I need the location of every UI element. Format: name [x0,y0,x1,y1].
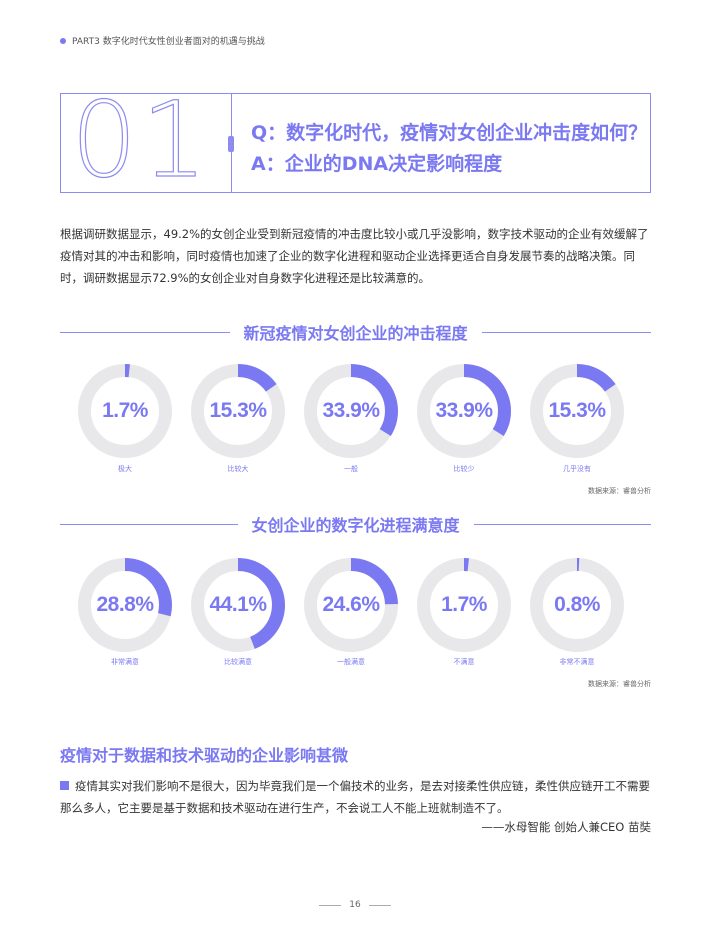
donut-value-label: 1.7% [441,593,487,616]
donut-arc-非常不满意 [530,558,624,652]
page-footer: 16 [0,900,710,910]
donut-value-label: 28.8% [96,593,154,616]
title-rule-right [473,523,652,525]
donut-ring [78,558,172,652]
donut-ring [530,558,624,652]
chart-1-title: 新冠疫情对女创企业的冲击程度 [243,324,468,343]
donut-value-label: 24.6% [322,593,380,616]
donut-ring [191,364,285,458]
header-bullet-icon [60,37,66,44]
donut-category-label: 极大 [118,465,132,473]
donut-arc-非常满意 [78,558,172,652]
donut-arc-极大 [78,364,172,458]
chart-1-donuts: 1.7% 15.3% 33.9% 33.9% 15.3% [78,364,658,464]
header-text: PART3 数字化时代女性创业者面对的机遇与挑战 [72,37,265,47]
donut-arc-比较少 [417,364,511,458]
donut-category-label: 比较大 [227,465,249,473]
donut-category-label: 非常满意 [111,658,139,666]
qa-answer: A：企业的DNA决定影响程度 [251,153,503,175]
donut-arc-几乎没有 [530,364,624,458]
quote-block: 疫情其实对我们影响不是很大，因为毕竟我们是一个偏技术的业务，是去对接柔性供应链，… [60,775,652,819]
donut-2: 15.3% [191,364,285,458]
chart-2-title: 女创企业的数字化进程满意度 [251,516,460,535]
chart-1-title-row: 新冠疫情对女创企业的冲击程度 [60,322,652,343]
donut-arc-不满意 [417,558,511,652]
donut-category-label: 不满意 [453,658,475,666]
donut-category-label: 比较少 [453,465,475,473]
donut-category-label: 几乎没有 [563,465,591,473]
donut-ring [304,364,398,458]
donut-value-label: 33.9% [322,399,380,422]
donut-3: 24.6% [304,558,398,652]
donut-arc-一般 [304,364,398,458]
qa-box: 01 Q：数字化时代，疫情对女创企业冲击度如何？ A：企业的DNA决定影响程度 [60,87,651,193]
donut-value-label: 0.8% [554,593,600,616]
qa-divider-tick [228,136,234,152]
chart-2-donuts: 28.8% 44.1% 24.6% 1.7% 0.8% [78,558,658,658]
title-rule-left [60,523,238,525]
title-rule-right [481,331,652,333]
section-number: 01 [70,79,212,201]
donut-3: 33.9% [304,364,398,458]
chart-1-category-labels: 极大 比较大 一般 比较少 几乎没有 [78,464,658,564]
title-rule-left [60,331,230,333]
running-header: PART3 数字化时代女性创业者面对的机遇与挑战 [60,34,265,47]
donut-arc-比较满意 [191,558,285,652]
donut-value-label: 15.3% [548,399,606,422]
qa-question: Q：数字化时代，疫情对女创企业冲击度如何？ [251,122,648,144]
page-number: 16 [349,900,361,910]
donut-category-label: 一般 [344,465,358,473]
footer-rule-left [319,904,342,906]
donut-arc-一般满意 [304,558,398,652]
donut-5: 15.3% [530,364,624,458]
donut-ring [304,558,398,652]
sub-heading: 疫情对于数据和技术驱动的企业影响甚微 [60,746,349,765]
donut-category-label: 非常不满意 [559,658,595,666]
donut-ring [417,558,511,652]
donut-5: 0.8% [530,558,624,652]
donut-arc-比较大 [191,364,285,458]
quote-author: ——水母智能 创始人兼CEO 苗奘 [481,820,651,834]
chart-1-source: 数据来源：睿兽分析 [588,487,651,495]
donut-ring [78,364,172,458]
footer-rule-right [368,904,391,906]
donut-category-label: 一般满意 [337,658,365,666]
donut-value-label: 1.7% [102,399,148,422]
donut-ring [191,558,285,652]
donut-2: 44.1% [191,558,285,652]
donut-1: 1.7% [78,364,172,458]
donut-value-label: 15.3% [209,399,267,422]
donut-1: 28.8% [78,558,172,652]
chart-2-source: 数据来源：睿兽分析 [588,680,651,688]
quote-text: 疫情其实对我们影响不是很大，因为毕竟我们是一个偏技术的业务，是去对接柔性供应链，… [60,779,650,815]
donut-4: 1.7% [417,558,511,652]
donut-category-label: 比较满意 [224,658,252,666]
intro-paragraph: 根据调研数据显示，49.2%的女创企业受到新冠疫情的冲击度比较小或几乎没影响，数… [60,227,649,285]
donut-value-label: 44.1% [209,593,267,616]
donut-ring [417,364,511,458]
chart-2-category-labels: 非常满意 比较满意 一般满意 不满意 非常不满意 [78,657,658,757]
quote-square-icon [60,781,69,790]
chart-2-title-row: 女创企业的数字化进程满意度 [60,514,652,535]
donut-4: 33.9% [417,364,511,458]
donut-value-label: 33.9% [435,399,493,422]
donut-ring [530,364,624,458]
